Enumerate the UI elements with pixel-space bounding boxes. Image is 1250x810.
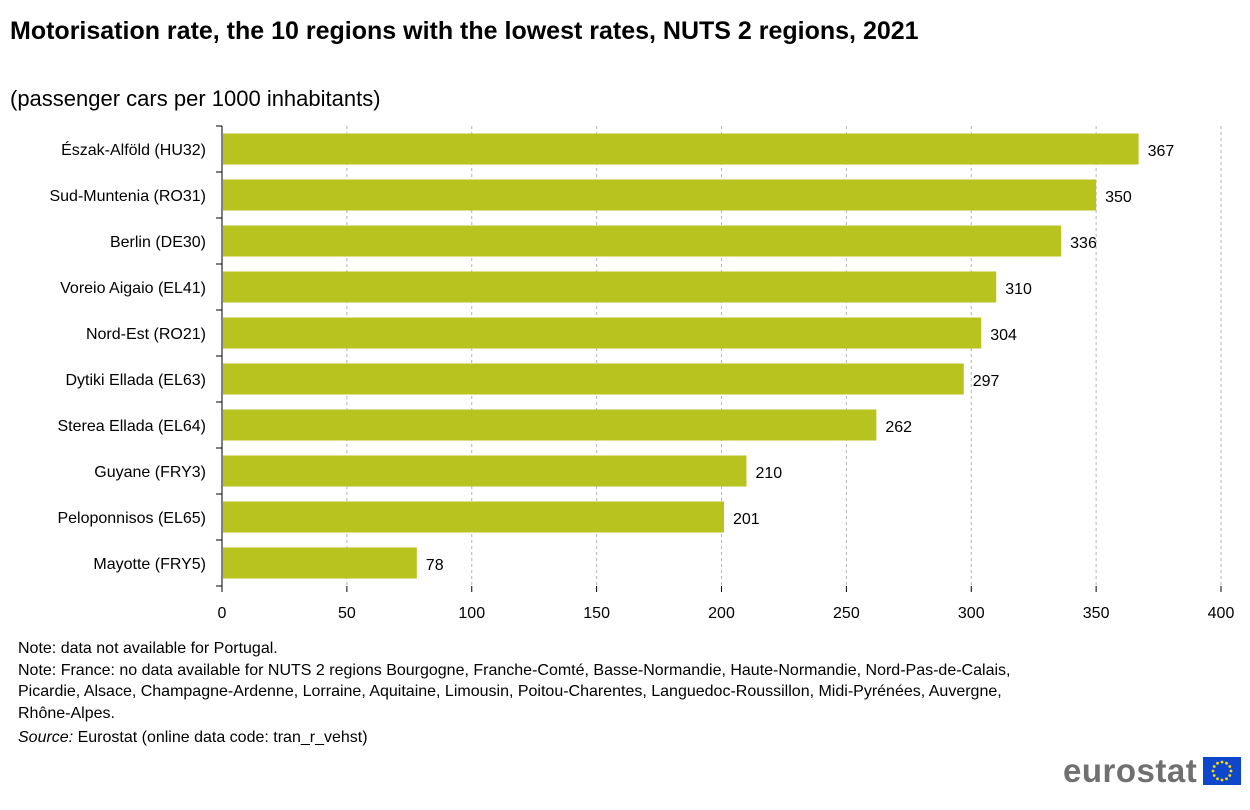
bar bbox=[223, 363, 964, 395]
bar bbox=[223, 225, 1062, 257]
category-label: Peloponnisos (EL65) bbox=[57, 510, 206, 527]
bar bbox=[223, 271, 997, 303]
category-label: Nord-Est (RO21) bbox=[86, 326, 206, 343]
notes-block: Note: data not available for Portugal. N… bbox=[18, 638, 1018, 749]
data-label: 304 bbox=[990, 327, 1017, 344]
data-label: 336 bbox=[1070, 235, 1097, 252]
bar bbox=[223, 317, 982, 349]
data-label: 262 bbox=[885, 419, 912, 436]
chart-subtitle: (passenger cars per 1000 inhabitants) bbox=[10, 86, 381, 111]
category-label: Dytiki Ellada (EL63) bbox=[66, 372, 207, 389]
category-label: Sterea Ellada (EL64) bbox=[57, 418, 206, 435]
eurostat-logo: eurostat bbox=[1063, 752, 1242, 790]
category-label: Voreio Aigaio (EL41) bbox=[60, 280, 206, 297]
note-france: Note: France: no data available for NUTS… bbox=[18, 661, 1011, 722]
data-label: 297 bbox=[973, 373, 1000, 390]
x-tick-label: 400 bbox=[1208, 605, 1235, 622]
bar bbox=[223, 455, 747, 487]
note-portugal: Note: data not available for Portugal. bbox=[18, 640, 278, 657]
x-tick-label: 0 bbox=[218, 605, 227, 622]
category-label: Sud-Muntenia (RO31) bbox=[49, 188, 206, 205]
data-label: 367 bbox=[1148, 143, 1175, 160]
source-text: Eurostat (online data code: tran_r_vehst… bbox=[73, 729, 368, 746]
x-tick-label: 100 bbox=[458, 605, 485, 622]
bar bbox=[223, 409, 877, 441]
source-label: Source: bbox=[18, 729, 74, 746]
category-label: Mayotte (FRY5) bbox=[93, 556, 206, 573]
x-tick-label: 250 bbox=[833, 605, 860, 622]
data-label: 210 bbox=[755, 465, 782, 482]
bar bbox=[223, 501, 724, 533]
category-label: Észak-Alföld (HU32) bbox=[61, 140, 206, 159]
category-label: Guyane (FRY3) bbox=[94, 464, 206, 481]
logo-text: eurostat bbox=[1063, 752, 1198, 789]
x-tick-label: 350 bbox=[1083, 605, 1110, 622]
data-label: 310 bbox=[1005, 281, 1032, 298]
category-label: Berlin (DE30) bbox=[110, 234, 206, 251]
data-label: 201 bbox=[733, 511, 760, 528]
chart-title: Motorisation rate, the 10 regions with t… bbox=[10, 17, 919, 45]
bar bbox=[223, 179, 1097, 211]
x-tick-label: 150 bbox=[583, 605, 610, 622]
bar bbox=[223, 547, 417, 579]
x-tick-label: 50 bbox=[338, 605, 356, 622]
data-label: 350 bbox=[1105, 189, 1132, 206]
x-tick-label: 200 bbox=[708, 605, 735, 622]
bar-chart: 0 50 100 150 200 250 300 350 400 Észak-Alföld (HU… bbox=[49, 125, 1235, 622]
x-tick-label: 300 bbox=[958, 605, 985, 622]
data-label: 78 bbox=[426, 557, 444, 574]
source-line: Source: Eurostat (online data code: tran… bbox=[18, 727, 1018, 749]
bar bbox=[223, 133, 1139, 165]
eu-flag-icon bbox=[1203, 757, 1242, 785]
